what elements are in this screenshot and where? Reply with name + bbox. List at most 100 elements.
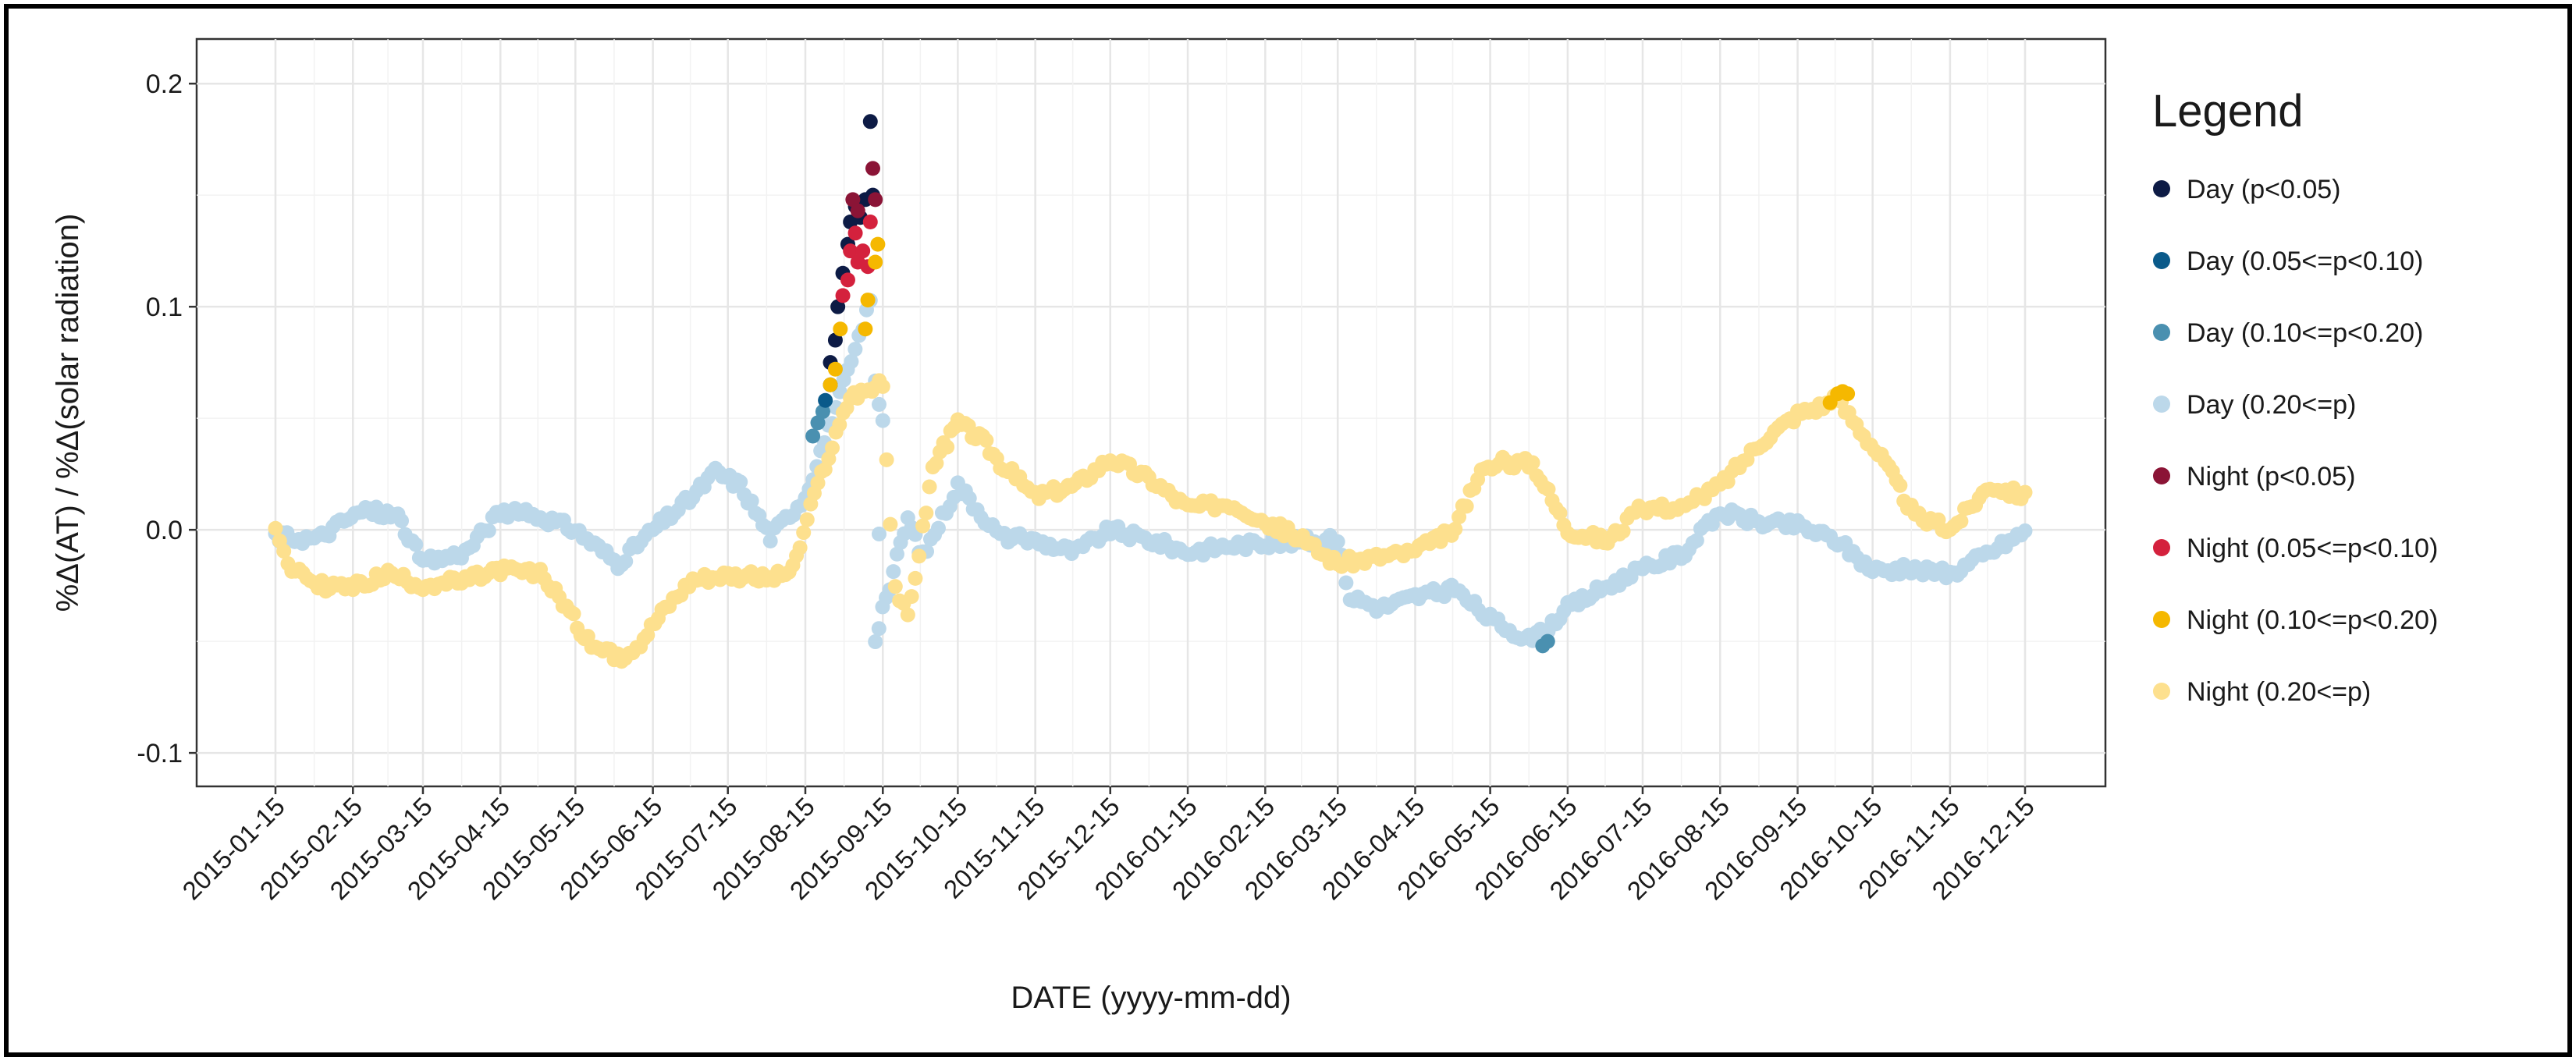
data-point [1448,521,1463,537]
data-point [940,439,955,455]
data-point [915,518,931,534]
data-point [870,236,886,252]
data-point [810,475,826,491]
legend-key [2153,180,2170,197]
data-point [1689,533,1704,548]
x-axis-title: DATE (yyyy-mm-dd) [1011,981,1291,1015]
data-point [733,474,748,490]
legend-key [2153,324,2170,341]
data-point [929,456,944,471]
legend-label: Day (p<0.05) [2187,175,2341,204]
data-point [868,192,883,208]
data-point [1892,477,1908,493]
data-point [815,404,830,420]
data-point [865,161,880,176]
data-point [908,570,923,586]
points-layer [268,114,2033,669]
y-tick-label: 0.2 [146,69,183,99]
data-point [862,114,878,130]
data-point [889,546,904,562]
data-point [922,479,937,495]
data-point [268,520,283,536]
data-point [566,606,581,622]
data-point [805,428,821,444]
data-point [833,321,848,337]
data-point [1525,455,1540,470]
data-point [979,432,994,448]
data-point [825,440,840,456]
data-point [871,396,886,412]
data-point [1552,506,1568,521]
data-point [1840,386,1856,402]
data-point [862,214,878,229]
data-point [855,243,871,259]
legend-key [2153,396,2170,413]
legend-title: Legend [2152,86,2304,137]
data-point [843,243,858,259]
data-point [796,525,812,541]
legend-key [2153,683,2170,700]
data-point [1451,509,1467,525]
data-point [887,579,903,594]
data-point [2017,484,2033,500]
data-point [580,629,595,644]
data-point [818,392,833,408]
data-point [961,418,976,434]
data-point [860,293,876,308]
data-point [835,288,851,303]
data-point [868,254,883,270]
data-point [827,332,843,348]
data-point [850,203,865,218]
data-point [799,512,815,527]
legend: Legend Day (p<0.05) Day (0.05<=p<0.10) Day… [2152,86,2438,707]
legend-label: Day (0.10<=p<0.20) [2187,318,2423,348]
legend-label: Night (p<0.05) [2187,462,2355,491]
data-point [904,589,919,605]
data-point [832,417,847,432]
data-point [1953,513,1969,529]
y-axis: -0.1 0.0 0.1 0.2 [137,69,197,768]
data-point [875,413,890,428]
data-point [844,353,859,369]
data-point [1615,523,1631,539]
data-point [1540,481,1556,497]
data-point [871,526,886,541]
data-point [827,361,843,377]
data-point [823,377,838,392]
legend-label: Night (0.10<=p<0.20) [2187,605,2438,635]
data-point [900,607,915,623]
legend-key [2153,467,2170,484]
data-point [875,378,890,394]
data-point [744,493,759,509]
data-point [871,621,886,637]
y-tick-label: 0.0 [146,516,183,545]
data-point [868,634,883,650]
data-point [810,415,826,431]
data-point [481,523,496,538]
data-point [911,548,927,564]
data-point [840,272,855,288]
data-point [847,225,863,241]
data-point [1540,633,1555,649]
y-tick-label: -0.1 [137,739,183,768]
data-point [394,513,410,529]
data-point [1338,575,1354,591]
data-point [792,540,808,555]
legend-key [2153,252,2170,269]
data-point [408,537,424,552]
data-point [930,520,946,536]
data-point [830,299,846,314]
data-point [618,554,634,570]
data-point [2017,523,2033,538]
legend-key [2153,611,2170,628]
legend-label: Night (0.20<=p) [2187,677,2371,707]
legend-label: Day (0.05<=p<0.10) [2187,247,2423,276]
data-point [879,452,894,467]
legend-label: Day (0.20<=p) [2187,390,2356,420]
data-point [858,321,873,337]
data-point [1330,534,1345,549]
data-point [845,192,861,208]
data-point [847,342,863,357]
y-tick-label: 0.1 [146,293,183,322]
